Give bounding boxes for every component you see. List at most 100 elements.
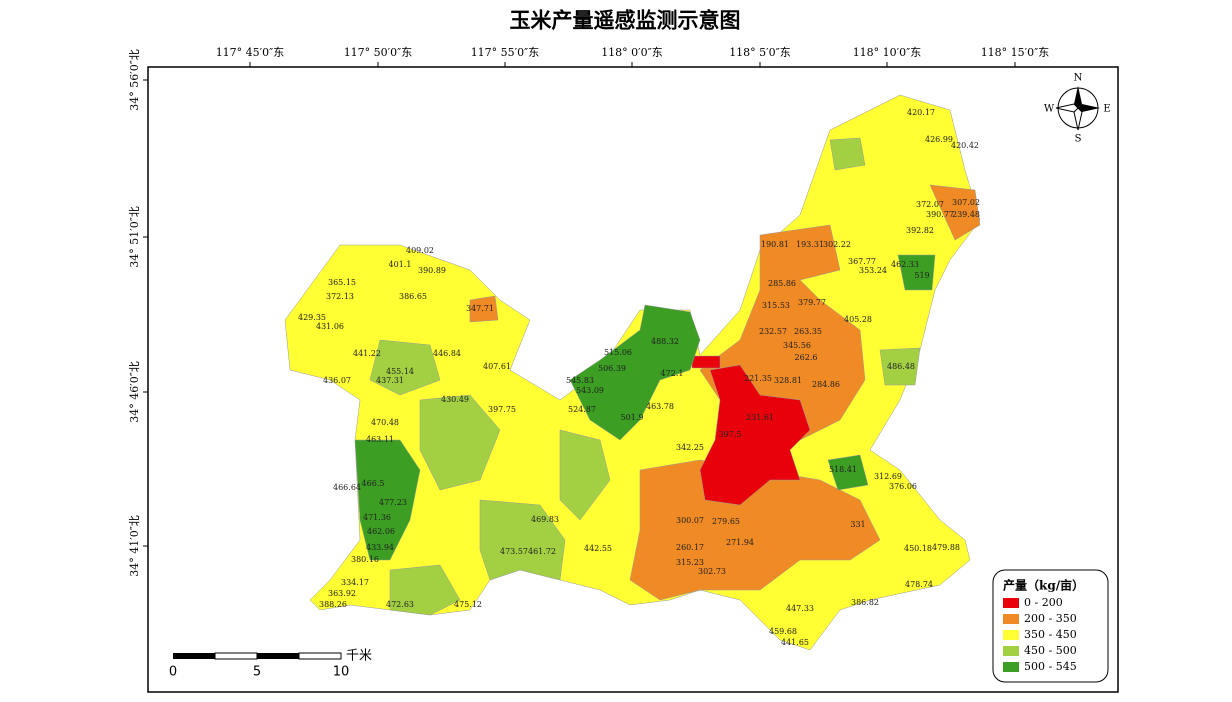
- region-value: 239.48: [952, 210, 980, 219]
- lon-label: 118° 10′0″东: [853, 46, 922, 59]
- region-value: 372.13: [326, 292, 354, 301]
- region-red: [691, 355, 721, 369]
- legend-label: 0 - 200: [1024, 596, 1063, 609]
- region-value: 506.39: [598, 364, 626, 373]
- legend-label: 450 - 500: [1024, 644, 1077, 657]
- region-value: 231.61: [746, 413, 774, 422]
- region-value: 300.07: [676, 516, 704, 525]
- region-lightgreen: [369, 339, 441, 396]
- region-lightgreen: [559, 429, 611, 521]
- region-value: 429.35: [298, 313, 326, 322]
- region-orange: [929, 184, 981, 241]
- region-value: 441.22: [353, 349, 381, 358]
- scale-seg: [298, 652, 342, 660]
- lon-label: 118° 5′0″东: [729, 46, 791, 59]
- map-title: 玉米产量遥感监测示意图: [510, 8, 741, 33]
- lon-label: 117° 50′0″东: [344, 46, 413, 59]
- compass: N S E W: [1044, 73, 1111, 145]
- region-value: 365.15: [328, 278, 356, 287]
- region-value: 315.53: [762, 301, 790, 310]
- legend-swatch: [1003, 646, 1019, 656]
- region-value: 420.42: [951, 141, 979, 150]
- region-value: 390.89: [418, 266, 446, 275]
- region-value: 518.41: [829, 465, 857, 474]
- region-value: 420.17: [907, 108, 935, 117]
- compass-arrow: [1055, 103, 1079, 113]
- region-value: 463.78: [646, 402, 674, 411]
- scale-seg: [214, 652, 258, 660]
- region-value: 397.5: [719, 430, 742, 439]
- legend: 产量（kg/亩） 0 - 200 200 - 350 350 - 450 450 - …: [992, 569, 1109, 683]
- region-value: 466.64: [333, 483, 361, 492]
- legend-title: 产量（kg/亩）: [1003, 578, 1084, 593]
- lon-label: 118° 15′0″东: [981, 46, 1050, 59]
- lat-label: 34° 46′0″北: [128, 361, 141, 423]
- region-value: 221.35: [744, 374, 772, 383]
- region-value: 519: [914, 271, 929, 280]
- region-value: 379.77: [798, 298, 826, 307]
- region-value: 315.23: [676, 558, 704, 567]
- region-green: [569, 304, 701, 441]
- region-value: 345.56: [783, 341, 811, 350]
- region-lightgreen: [389, 564, 461, 616]
- scale-label: 5: [253, 665, 261, 680]
- region-value: 455.14: [386, 367, 414, 376]
- region-value: 367.77: [848, 257, 876, 266]
- region-value: 388.26: [319, 600, 347, 609]
- lat-label: 34° 56′0″北: [128, 49, 141, 111]
- region-value: 279.65: [712, 517, 740, 526]
- region-lightgreen: [419, 394, 501, 491]
- regions: [284, 94, 981, 651]
- legend-box: [992, 569, 1109, 683]
- region-value: 260.17: [676, 543, 704, 552]
- region-value: 271.94: [726, 538, 754, 547]
- legend-swatch: [1003, 598, 1019, 608]
- region-value: 405.28: [844, 315, 872, 324]
- compass-n: N: [1074, 73, 1083, 84]
- region-lightgreen: [829, 137, 866, 171]
- region-value: 545.83: [566, 376, 594, 385]
- region-value: 473.57: [500, 547, 528, 556]
- region-value: 515.06: [604, 348, 632, 357]
- compass-s: S: [1075, 134, 1082, 145]
- legend-label: 500 - 545: [1024, 660, 1077, 673]
- region-value: 441.65: [781, 638, 809, 647]
- region-value: 469.83: [531, 515, 559, 524]
- legend-swatch: [1003, 630, 1019, 640]
- region-value: 307.02: [952, 198, 980, 207]
- region-value: 376.06: [889, 482, 917, 491]
- scale-label: 0: [169, 665, 177, 680]
- region-value: 472.63: [386, 600, 414, 609]
- region-value: 328.81: [774, 376, 802, 385]
- region-value: 193.31: [796, 240, 824, 249]
- legend-swatch: [1003, 662, 1019, 672]
- region-value: 479.88: [932, 543, 960, 552]
- region-value: 431.06: [316, 322, 344, 331]
- scale-bar: 0 5 10 千米: [169, 649, 372, 680]
- region-value: 392.82: [906, 226, 934, 235]
- region-value: 442.55: [584, 544, 612, 553]
- region-value: 446.84: [433, 349, 461, 358]
- region-value: 302.22: [823, 240, 851, 249]
- compass-arrow: [1074, 86, 1082, 108]
- region-value: 232.57: [759, 327, 787, 336]
- region-value: 407.61: [483, 362, 511, 371]
- region-value: 409.02: [406, 246, 434, 255]
- legend-label: 200 - 350: [1024, 612, 1077, 625]
- region-value: 478.74: [905, 580, 933, 589]
- region-lightgreen: [879, 347, 921, 386]
- region-value: 501.9: [621, 413, 644, 422]
- lat-label: 34° 41′0″北: [128, 515, 141, 577]
- scale-unit: 千米: [346, 649, 372, 664]
- region-value: 331: [850, 520, 865, 529]
- region-value: 459.68: [769, 627, 797, 636]
- region-value: 433.94: [366, 543, 394, 552]
- region-green: [354, 439, 421, 561]
- lon-label: 117° 55′0″东: [471, 46, 540, 59]
- region-value: 353.24: [859, 266, 887, 275]
- region-value: 334.17: [341, 578, 369, 587]
- lon-label: 117° 45′0″东: [216, 46, 285, 59]
- scale-seg: [173, 653, 215, 659]
- region-value: 386.65: [399, 292, 427, 301]
- region-value: 463.11: [366, 435, 394, 444]
